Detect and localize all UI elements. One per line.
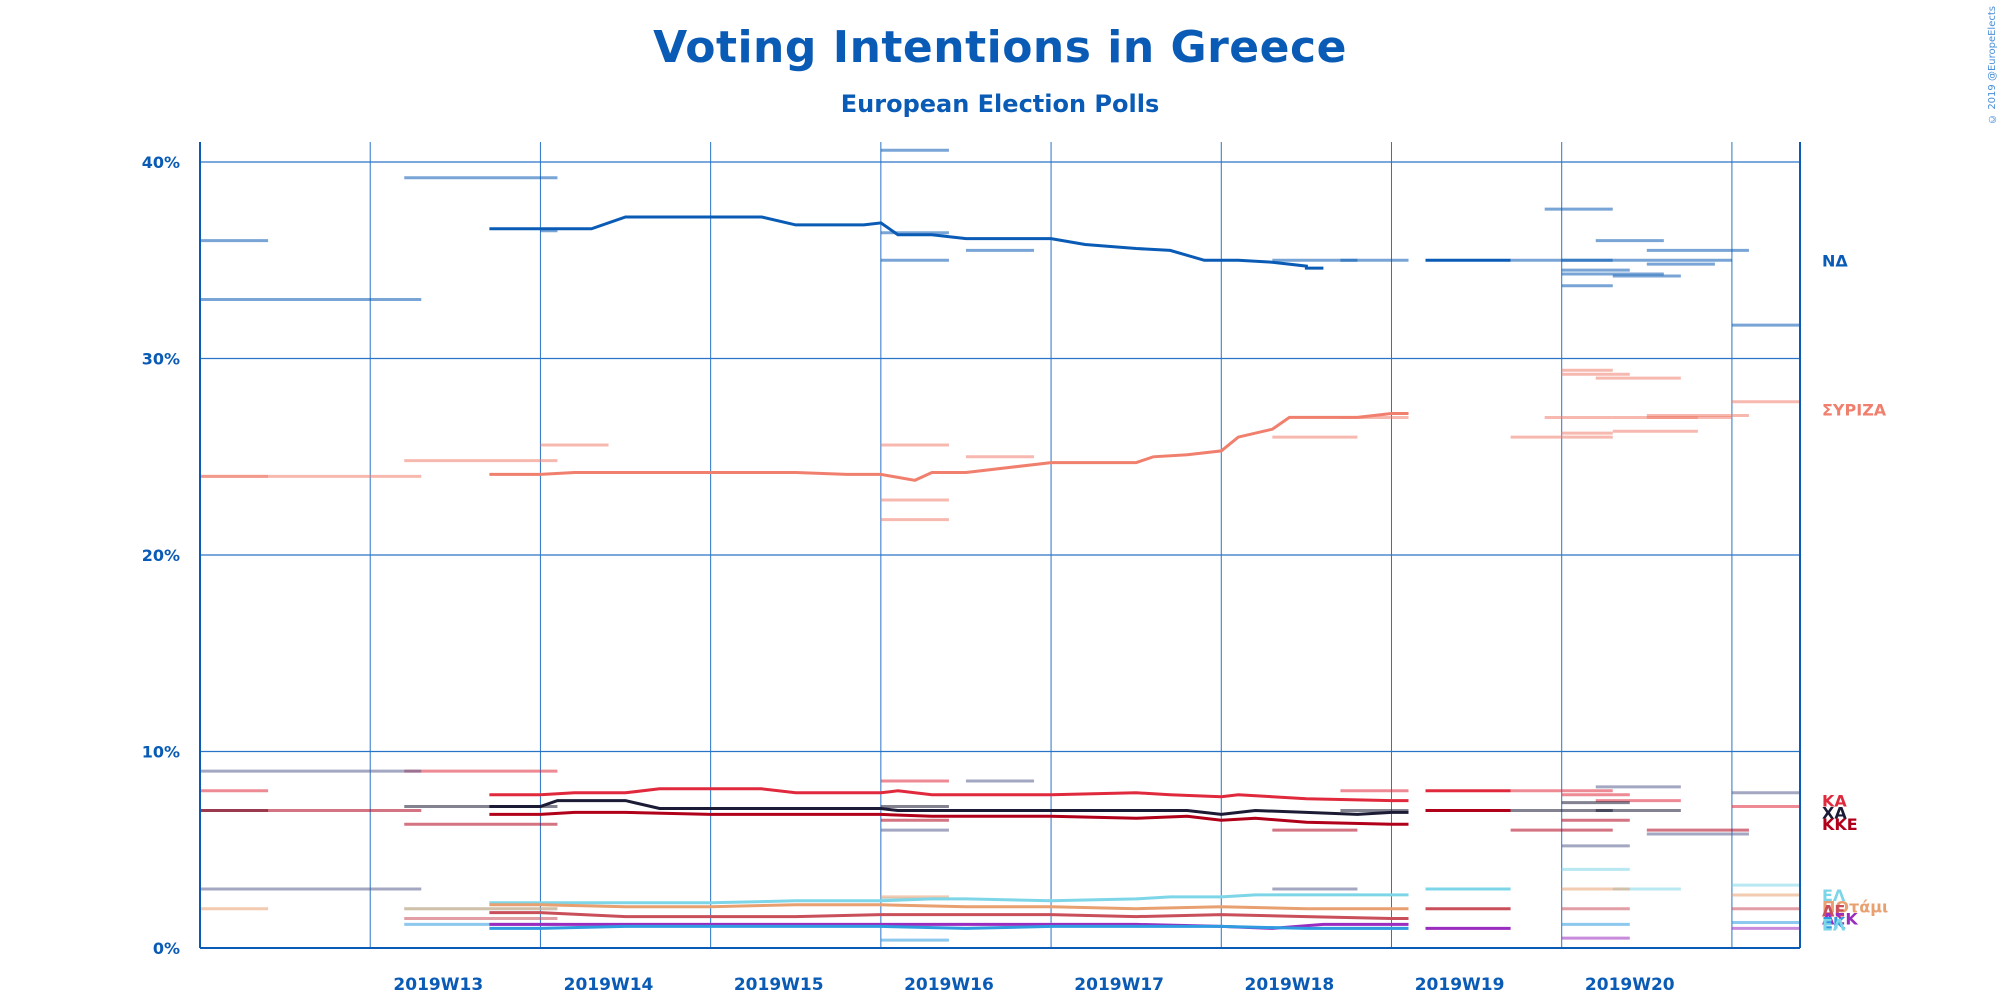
chart-subtitle: European Election Polls: [840, 90, 1160, 118]
axes: 0% 10% 20% 30% 40% 2019W13 2019W14 2019W15 2019W…: [142, 142, 1801, 995]
y-tick-label: 20%: [142, 546, 180, 565]
y-tick-label: 0%: [153, 939, 180, 958]
x-tick-label: 2019W16: [904, 975, 994, 995]
series-line: [489, 893, 1409, 905]
series-label: ΑΕ: [1822, 902, 1845, 921]
grid-lines: [200, 142, 1800, 949]
series-line: [489, 911, 1409, 920]
series-line: [489, 810, 1409, 826]
x-tick-label: 2019W17: [1074, 975, 1164, 995]
series-line: [489, 922, 1409, 930]
x-tick-label: 2019W20: [1585, 975, 1675, 995]
series-label: ΝΔ: [1822, 251, 1848, 270]
y-tick-label: 30%: [142, 350, 180, 369]
chart-title: Voting Intentions in Greece: [653, 22, 1347, 73]
series-label: ΧΑ: [1822, 803, 1847, 822]
x-tick-label: 2019W15: [734, 975, 824, 995]
series-line: [489, 903, 1409, 911]
series-line: [489, 215, 1324, 270]
x-tick-label: 2019W13: [393, 975, 483, 995]
x-tick-label: 2019W19: [1415, 975, 1505, 995]
series-label: ΚΚΕ: [1822, 815, 1858, 834]
series-label: ΚΑ: [1822, 792, 1847, 811]
series-label: ΕΛ: [1822, 915, 1846, 934]
trend-lines: [489, 215, 1511, 930]
y-tick-label: 40%: [142, 153, 180, 172]
series-line: [489, 412, 1409, 482]
y-tick-label: 10%: [142, 743, 180, 762]
series-label: ΣΥΡΙΖΑ: [1822, 401, 1887, 420]
series-label: ΕΛ: [1822, 886, 1846, 905]
series-label: ΠΟτάμι: [1822, 898, 1888, 917]
series-label: ΑΣΚ: [1822, 910, 1858, 929]
series-line: [489, 799, 1409, 816]
x-tick-label: 2019W14: [564, 975, 654, 995]
series-line: [489, 924, 1409, 930]
series-label: ΕΚ: [1822, 913, 1846, 932]
series-line: [489, 787, 1409, 803]
poll-markers: [200, 148, 1800, 942]
x-tick-label: 2019W18: [1244, 975, 1334, 995]
